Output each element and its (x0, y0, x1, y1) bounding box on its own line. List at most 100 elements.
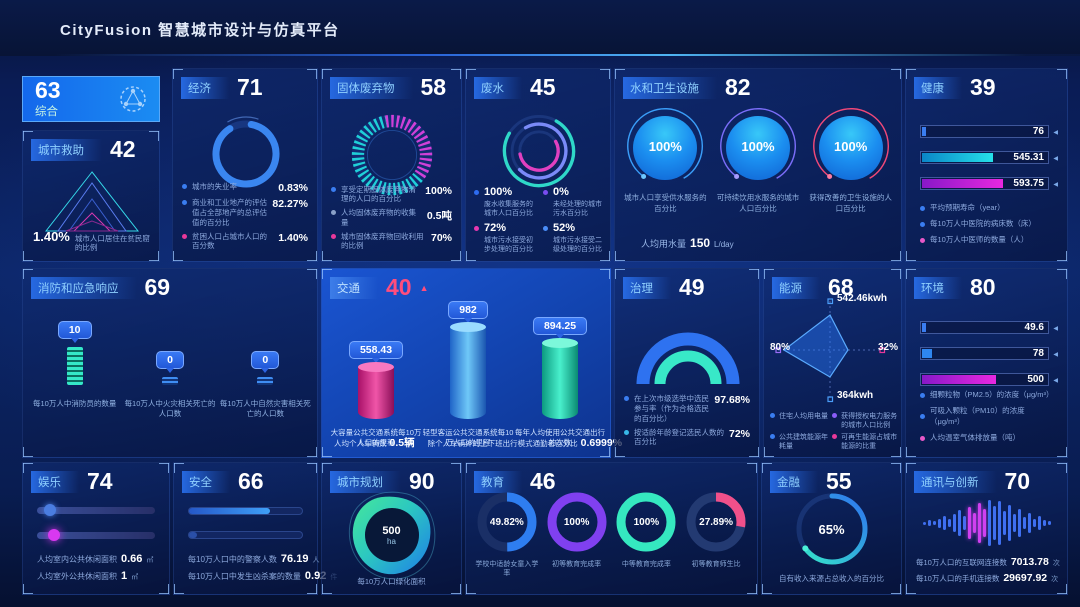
stat-label: 人均室外公共休闲面积 (37, 571, 117, 581)
gauge-label: 获得改善的卫生设施的人口百分比 (809, 193, 892, 213)
stat-label: 享受定期固体废弃物清理的人口的百分比 (341, 184, 416, 204)
panel-safety[interactable]: 安全 66 每10万人口中的警察人数 76.19 人 每10万人口中发生凶杀案的数量… (173, 462, 337, 595)
stat-value: 100% (425, 184, 452, 197)
panel-title: 消防和应急响应 (31, 276, 137, 299)
stat-value: 72% (728, 427, 750, 440)
segmented-donut-chart (351, 114, 433, 196)
panel-title: 固体废弃物 (330, 76, 413, 99)
panel-governance[interactable]: 治理 49 在上次市级选举中选民参与率（作为合格选民的百分比） 97.68% 按适… (614, 268, 760, 458)
panel-score: 39 (970, 74, 996, 100)
panel-telecom[interactable]: 通讯与创新 70 每10万人口的互联网连接数 7013.78 次 每10万人口的手机… (905, 462, 1068, 595)
stat-label: 每10万人口的互联网连接数 (916, 558, 1007, 567)
panel-score: 70 (1004, 468, 1031, 494)
stat-label: 城市人口居住在贫民窟的比例 (74, 234, 150, 252)
gauge-value: 500 (382, 524, 401, 537)
panel-economy[interactable]: 经济 71 城市的失业率 0.83% 商业和工业地产的评估值占全部地产的总评估值的… (172, 68, 318, 262)
network-icon (120, 86, 146, 112)
slider-knob[interactable] (47, 529, 60, 541)
waveform (914, 495, 1059, 551)
panel-title: 治理 (623, 276, 671, 299)
panel-traffic[interactable]: 交通 40 ▲ 558.43 大容量公共交通系统每10万人口的里程 982 轻型客运公… (321, 268, 622, 458)
outdoor-leisure-slider[interactable] (37, 529, 155, 541)
radar-chart (775, 298, 886, 403)
stat-value: 97.68% (714, 394, 750, 407)
bar-value: 78 (1032, 348, 1044, 359)
stat-value: 0.66 (121, 552, 143, 565)
panel-entertainment[interactable]: 娱乐 74 人均室内公共休闲面积 0.66 ㎡ 人均室外公共休闲面积 1 ㎡ (22, 462, 170, 595)
value-bubble: 0 (156, 351, 184, 373)
stat-label: 贫困人口占城市人口的百分数 (192, 231, 267, 251)
gauge-row: 100% 城市人口享受供水服务的百分比 100% 可持续饮用水服务的城市人口百分… (619, 103, 897, 214)
panel-finance[interactable]: 金融 55 65% 自有收入来源占总收入的百分比 (761, 462, 902, 595)
panel-score: 71 (237, 74, 263, 100)
panel-score: 46 (530, 468, 556, 494)
donut-value: 100% (633, 516, 660, 528)
composite-label: 综合 (35, 106, 58, 118)
legend: 细颗粒物（PM2.5）的浓度（μg/m³） 可吸入颗粒（PM10）的浓度（μg/… (906, 386, 1067, 445)
cylinder-label: 大容量公共交通系统每10万人口的里程 (330, 428, 422, 448)
panel-education[interactable]: 教育 46 49.82% 学校中适龄女童入学率 100% 初等教育完成率 100… (465, 462, 758, 595)
legend-label: 每10万人中医院的病床数（床） (930, 218, 1036, 228)
indoor-leisure-slider[interactable] (37, 504, 155, 516)
legend-label: 可再生能源占城市能源的比重 (841, 433, 898, 450)
stat-value: 150 (690, 236, 711, 250)
legend-label: 平均预期寿命（year） (930, 202, 1005, 212)
donut-chart: 100% (615, 491, 677, 553)
gauge-label: 自有收入来源占总收入的百分比 (779, 574, 884, 583)
stat-value: 29697.92 (1003, 572, 1048, 584)
stat-unit: 人 (312, 556, 320, 564)
mini-bar (257, 377, 274, 385)
panel-water-sanitation[interactable]: 水和卫生设施 82 100% 城市人口享受供水服务的百分比 100% 可持续饮用… (614, 68, 902, 262)
indicator-row: 10 每10万人中消防员的数量 0 每10万人中火灾相关死亡的人口数 0 每10万人中… (27, 321, 313, 423)
stat-value: 7013.78 (1010, 556, 1049, 568)
panel-wastewater[interactable]: 废水 45 100% 废水收集服务的城市人口百分比 0% 未经处理的城市污水百分比 … (465, 68, 611, 262)
panel-environment[interactable]: 环境 80 49.6 ◀ 78 ◀ 500 ◀ 细颗粒物（PM2.5）的浓度（μg/m… (905, 268, 1068, 458)
app-header: CityFusion 智慧城市设计与仿真平台 (0, 0, 1080, 56)
legend-label: 获得授权电力服务的城市人口比例 (841, 412, 898, 429)
stat-row: 人均个人车辆数 0.5辆 除个人车辆外的上下班出行模式通勤者百分比 0.6999% (334, 433, 622, 451)
panel-title: 经济 (181, 76, 229, 99)
liquid-gauge: 100% (622, 103, 708, 189)
composite-score-card[interactable]: 63 综合 (22, 76, 160, 122)
value-bubble: 558.43 (348, 341, 404, 363)
stat-label: 废水收集服务的城市人口百分比 (484, 200, 533, 217)
bar-value: 76 (1032, 126, 1044, 137)
gauge-value: 100% (648, 138, 682, 154)
bar-value: 593.75 (1013, 178, 1044, 189)
panel-fire-emergency[interactable]: 消防和应急响应 69 10 每10万人中消防员的数量 0 每10万人中火灾相关死亡的… (22, 268, 318, 458)
slider-knob[interactable] (44, 504, 57, 516)
panel-urban-planning[interactable]: 城市规划 90 500 ha 每10万人口绿化面积 (321, 462, 462, 595)
value-bubble: 982 (448, 301, 488, 323)
stat-list: 在上次市级选举中选民参与率（作为合格选民的百分比） 97.68% 按适龄年龄登记选… (615, 392, 759, 449)
panel-energy[interactable]: 能源 68 542.46kwh 80% 32% 364kwh 住宅人均用电量 获… (763, 268, 902, 458)
value-bubble: 0 (251, 351, 280, 373)
axis-value: 80% (770, 342, 791, 353)
score-up-icon: ▲ (419, 282, 429, 293)
donut-chart: 100% (546, 491, 608, 553)
bar-chart (174, 507, 317, 539)
mini-bar (161, 377, 178, 385)
stat-label: 除个人车辆外的上下班出行模式通勤者百分比 (427, 439, 578, 448)
stat-label: 未经处理的城市污水百分比 (553, 200, 602, 217)
legend-label: 住宅人均用电量 (779, 412, 828, 420)
panel-solid-waste[interactable]: 固体废弃物 58 享受定期固体废弃物清理的人口的百分比 100% 人均固体废弃物的… (321, 68, 462, 262)
panel-title: 交通 (330, 276, 378, 299)
gauge-label: 每10万人口绿化面积 (357, 577, 426, 586)
stat-label: 人均室内公共休闲面积 (37, 554, 117, 564)
gauge-value: 100% (834, 138, 868, 154)
panel-health[interactable]: 健康 39 76 ◀ 545.31 ◀ 593.75 ◀ 平均预期寿命（year） 每… (905, 68, 1068, 262)
panel-title: 环境 (914, 276, 962, 299)
panel-title: 能源 (772, 276, 820, 299)
gauge-unit: ha (387, 536, 396, 546)
bar-chart: 49.6 ◀ 78 ◀ 500 ◀ (906, 321, 1067, 399)
stat-value: 1 (121, 569, 128, 582)
multi-ring-chart (502, 114, 576, 188)
panel-score: 90 (409, 468, 435, 494)
panel-title: 娱乐 (31, 470, 79, 493)
triangle-chart (44, 171, 140, 232)
axis-value: 364kwh (837, 390, 874, 401)
panel-title: 金融 (770, 470, 818, 493)
panel-city-aid[interactable]: 城市救助 42 1.40% 城市人口居住在贫民窟的比例 (22, 130, 160, 262)
stat-label: 人均用水量 (641, 239, 687, 249)
